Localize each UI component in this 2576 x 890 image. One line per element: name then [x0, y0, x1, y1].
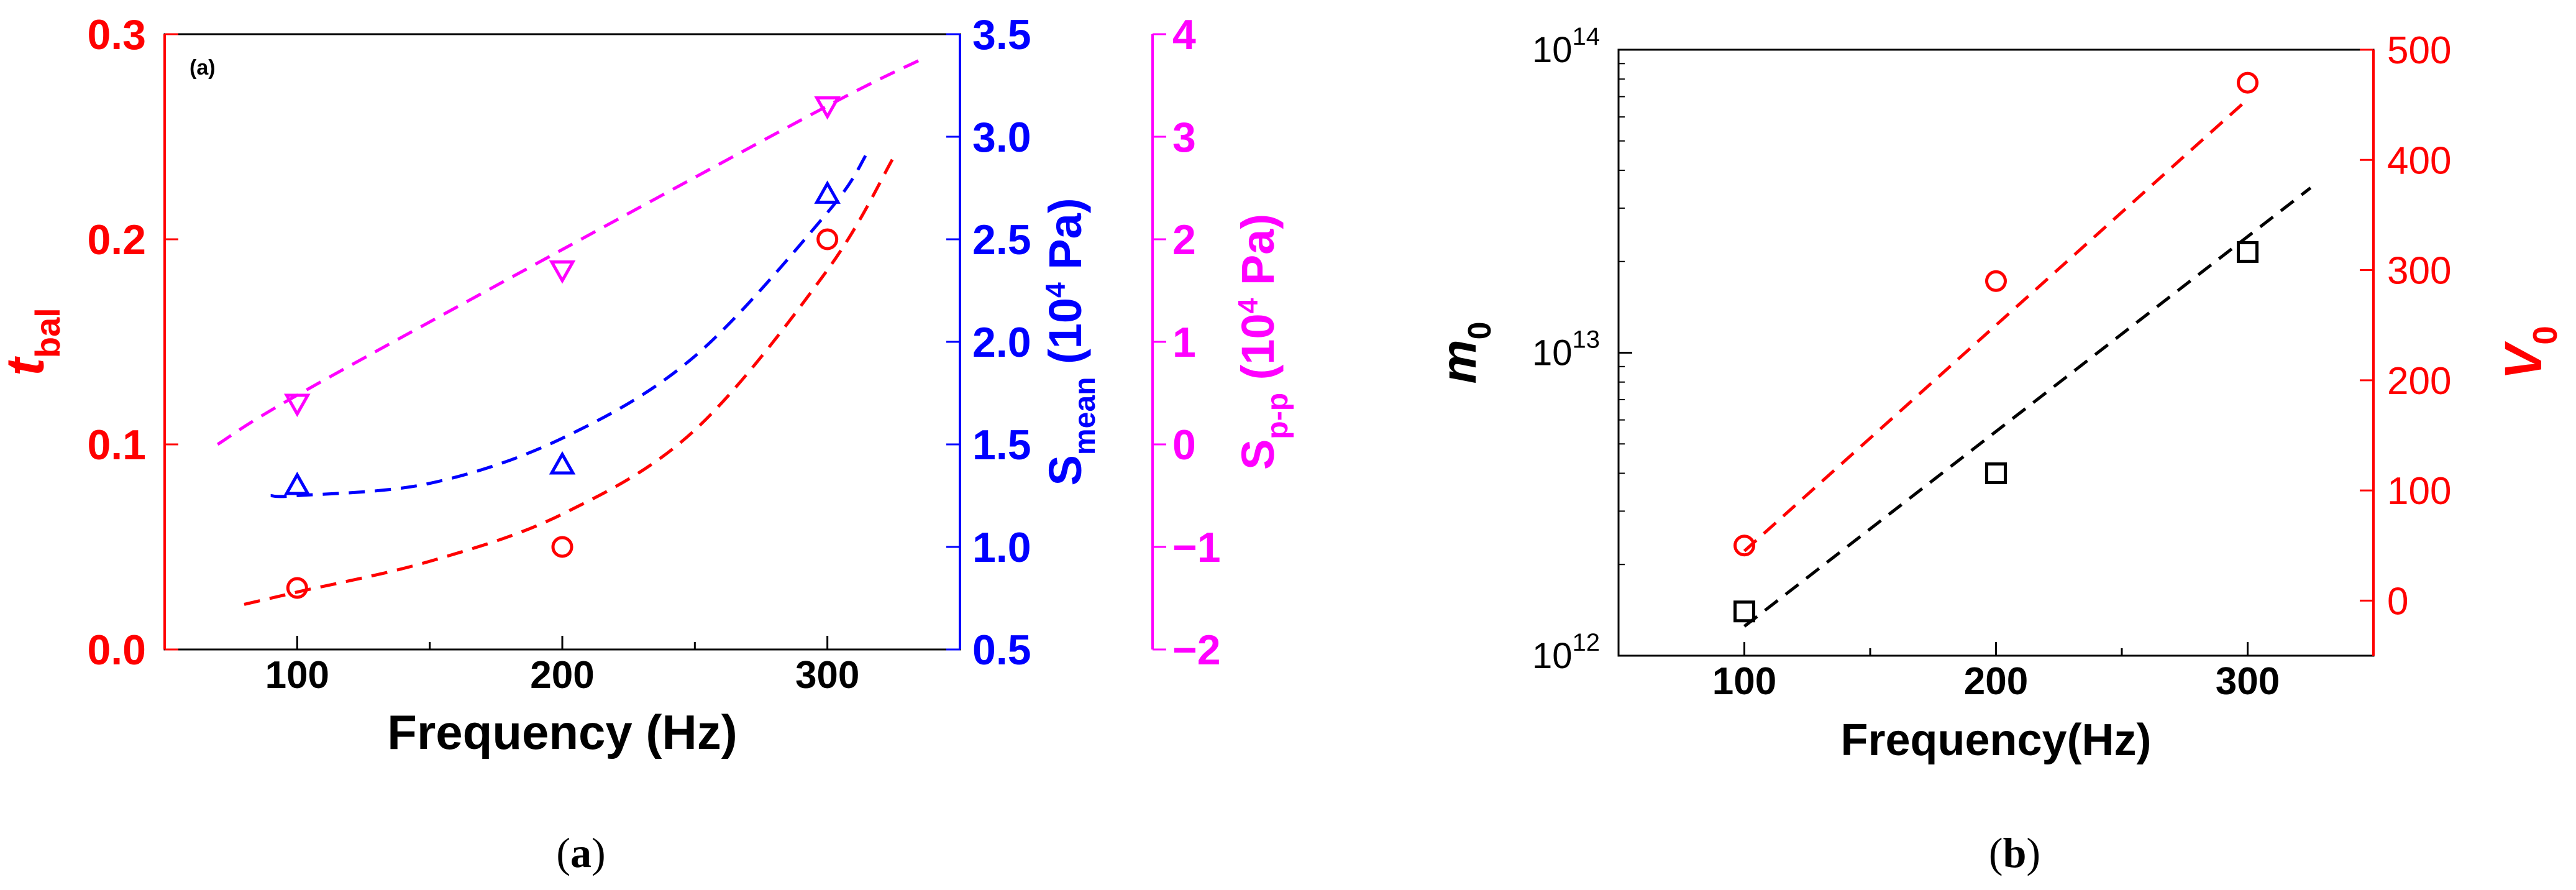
fit-line-left [244, 156, 895, 606]
caption-a-letter: a [570, 829, 591, 876]
y-tick-label-spp: 3 [1172, 114, 1196, 161]
data-point-left-b [2237, 241, 2259, 263]
y-axis-label-spp-end: Pa) [1232, 214, 1284, 298]
caption-a: (a) [556, 829, 605, 876]
y-tick-label-smean: 2.5 [972, 216, 1031, 264]
y-axis-label-spp-main: S [1232, 439, 1284, 470]
data-point-right-b [1985, 270, 2007, 292]
y-tick-label-tbal: 0.0 [87, 626, 146, 674]
y-axis-label-m0-sub: 0 [1462, 321, 1498, 339]
panel-a: 100 200 300 Frequency (Hz) (a) 0.0 0.1 0.2 0.3 tb… [0, 11, 1294, 876]
y-axis-label-smean-sup: 4 [1041, 282, 1071, 298]
y-tick-label-smean: 2.0 [972, 319, 1031, 366]
y-tick-label-spp: 4 [1172, 11, 1196, 58]
data-point-left [551, 536, 573, 558]
y-axis-label-spp-rest: (10 [1232, 313, 1284, 393]
data-point-right1 [549, 451, 576, 475]
plot-frame-b [1617, 48, 2375, 657]
caption-b: (b) [1989, 829, 2040, 876]
y-axis-label-spp-sub: p-p [1261, 393, 1294, 439]
y-tick-label-m0: 1012 [1532, 629, 1600, 676]
y-tick-label-m0: 1013 [1532, 326, 1600, 374]
caption-a-open: ( [556, 829, 570, 876]
y-axis-label-m0: m0 [1431, 321, 1498, 383]
y-tick-label-spp: −2 [1172, 626, 1221, 674]
y-axis-label-tbal-main: t [0, 356, 55, 376]
fit-line-right2 [217, 58, 921, 446]
caption-a-close: ) [591, 829, 606, 876]
y-tick-label-tbal: 0.2 [87, 216, 146, 264]
y-tick-label-spp: 1 [1172, 319, 1196, 366]
x-axis-label-a: Frequency (Hz) [387, 705, 737, 759]
y-tick-label-spp: 2 [1172, 216, 1196, 264]
panel-tag-a: (a) [190, 56, 216, 80]
y-tick-label-smean: 3.5 [972, 11, 1031, 58]
x-tick-label-b: 100 [1712, 660, 1776, 703]
data-point-left [286, 577, 308, 599]
y-axis-label-smean: Smean (104 Pa) [1039, 198, 1102, 486]
data-point-right1 [284, 471, 311, 495]
x-tick-label-b: 200 [1964, 660, 2028, 703]
y-tick-label-tbal: 0.1 [87, 421, 146, 469]
data-point-right-b [1733, 534, 1755, 557]
x-tick-label-a: 100 [265, 654, 329, 697]
fit-line-right-b [1743, 98, 2249, 553]
panel-b: 100 200 300Frequency(Hz)101210131014m00100… [1431, 23, 2564, 876]
data-point-right1 [814, 180, 841, 204]
y-axis-label-v0: V0 [2494, 326, 2564, 379]
y-tick-label-v0: 500 [2387, 29, 2451, 72]
y-tick-label-v0: 0 [2387, 580, 2408, 623]
data-point-right2 [284, 393, 311, 418]
y-tick-label-spp: 0 [1172, 421, 1196, 469]
y-tick-label-m0-base: 10 [1532, 333, 1573, 374]
y-tick-label-v0: 400 [2387, 139, 2451, 182]
y-tick-label-tbal: 0.3 [87, 11, 146, 58]
y-tick-label-spp: −1 [1172, 524, 1221, 571]
data-point-left [816, 228, 839, 250]
y-tick-label-smean: 1.5 [972, 421, 1031, 469]
y-axis-label-v0-main: V [2494, 341, 2552, 380]
y-axis-label-tbal-sub: bal [28, 308, 67, 358]
y-tick-label-m0-exp: 12 [1573, 629, 1601, 656]
y-tick-label-v0: 300 [2387, 250, 2451, 293]
data-point-right2 [549, 260, 576, 284]
y-axis-label-v0-sub: 0 [2526, 326, 2564, 344]
data-point-left-b [1733, 600, 1755, 623]
x-tick-label-a: 200 [530, 654, 594, 697]
fit-line-right1 [270, 152, 869, 498]
y-tick-label-m0-base: 10 [1532, 636, 1573, 676]
y-tick-label-v0: 200 [2387, 360, 2451, 403]
y-tick-label-m0: 1014 [1532, 23, 1600, 70]
y-axis-label-m0-main: m [1431, 339, 1486, 383]
fit-line-left-b [1743, 186, 2312, 628]
y-axis-label-smean-main: S [1039, 455, 1091, 485]
data-point-left-b [1985, 462, 2007, 484]
y-axis-label-spp: Sp-p (104 Pa) [1232, 214, 1294, 470]
y-tick-label-smean: 0.5 [972, 626, 1031, 674]
y-tick-label-v0: 100 [2387, 470, 2451, 513]
y-axis-label-smean-end: Pa) [1039, 198, 1091, 283]
data-point-right-b [2237, 71, 2259, 94]
y-tick-label-smean: 3.0 [972, 114, 1031, 161]
y-tick-label-m0-exp: 14 [1573, 23, 1601, 50]
y-tick-label-smean: 1.0 [972, 524, 1031, 571]
x-tick-label-b: 300 [2216, 660, 2280, 703]
caption-b-close: ) [2026, 829, 2040, 876]
y-axis-label-smean-rest: (10 [1039, 298, 1091, 377]
y-axis-label-spp-sup: 4 [1233, 298, 1264, 313]
y-tick-label-m0-base: 10 [1532, 30, 1573, 70]
y-tick-label-m0-exp: 13 [1573, 326, 1601, 354]
caption-b-letter: b [2003, 829, 2027, 876]
caption-b-open: ( [1989, 829, 2003, 876]
y-axis-label-tbal: tbal [0, 308, 67, 375]
x-axis-label-b: Frequency(Hz) [1840, 715, 2151, 765]
data-point-right2 [814, 96, 841, 120]
y-axis-label-smean-sub: mean [1068, 377, 1102, 455]
x-tick-label-a: 300 [795, 654, 859, 697]
